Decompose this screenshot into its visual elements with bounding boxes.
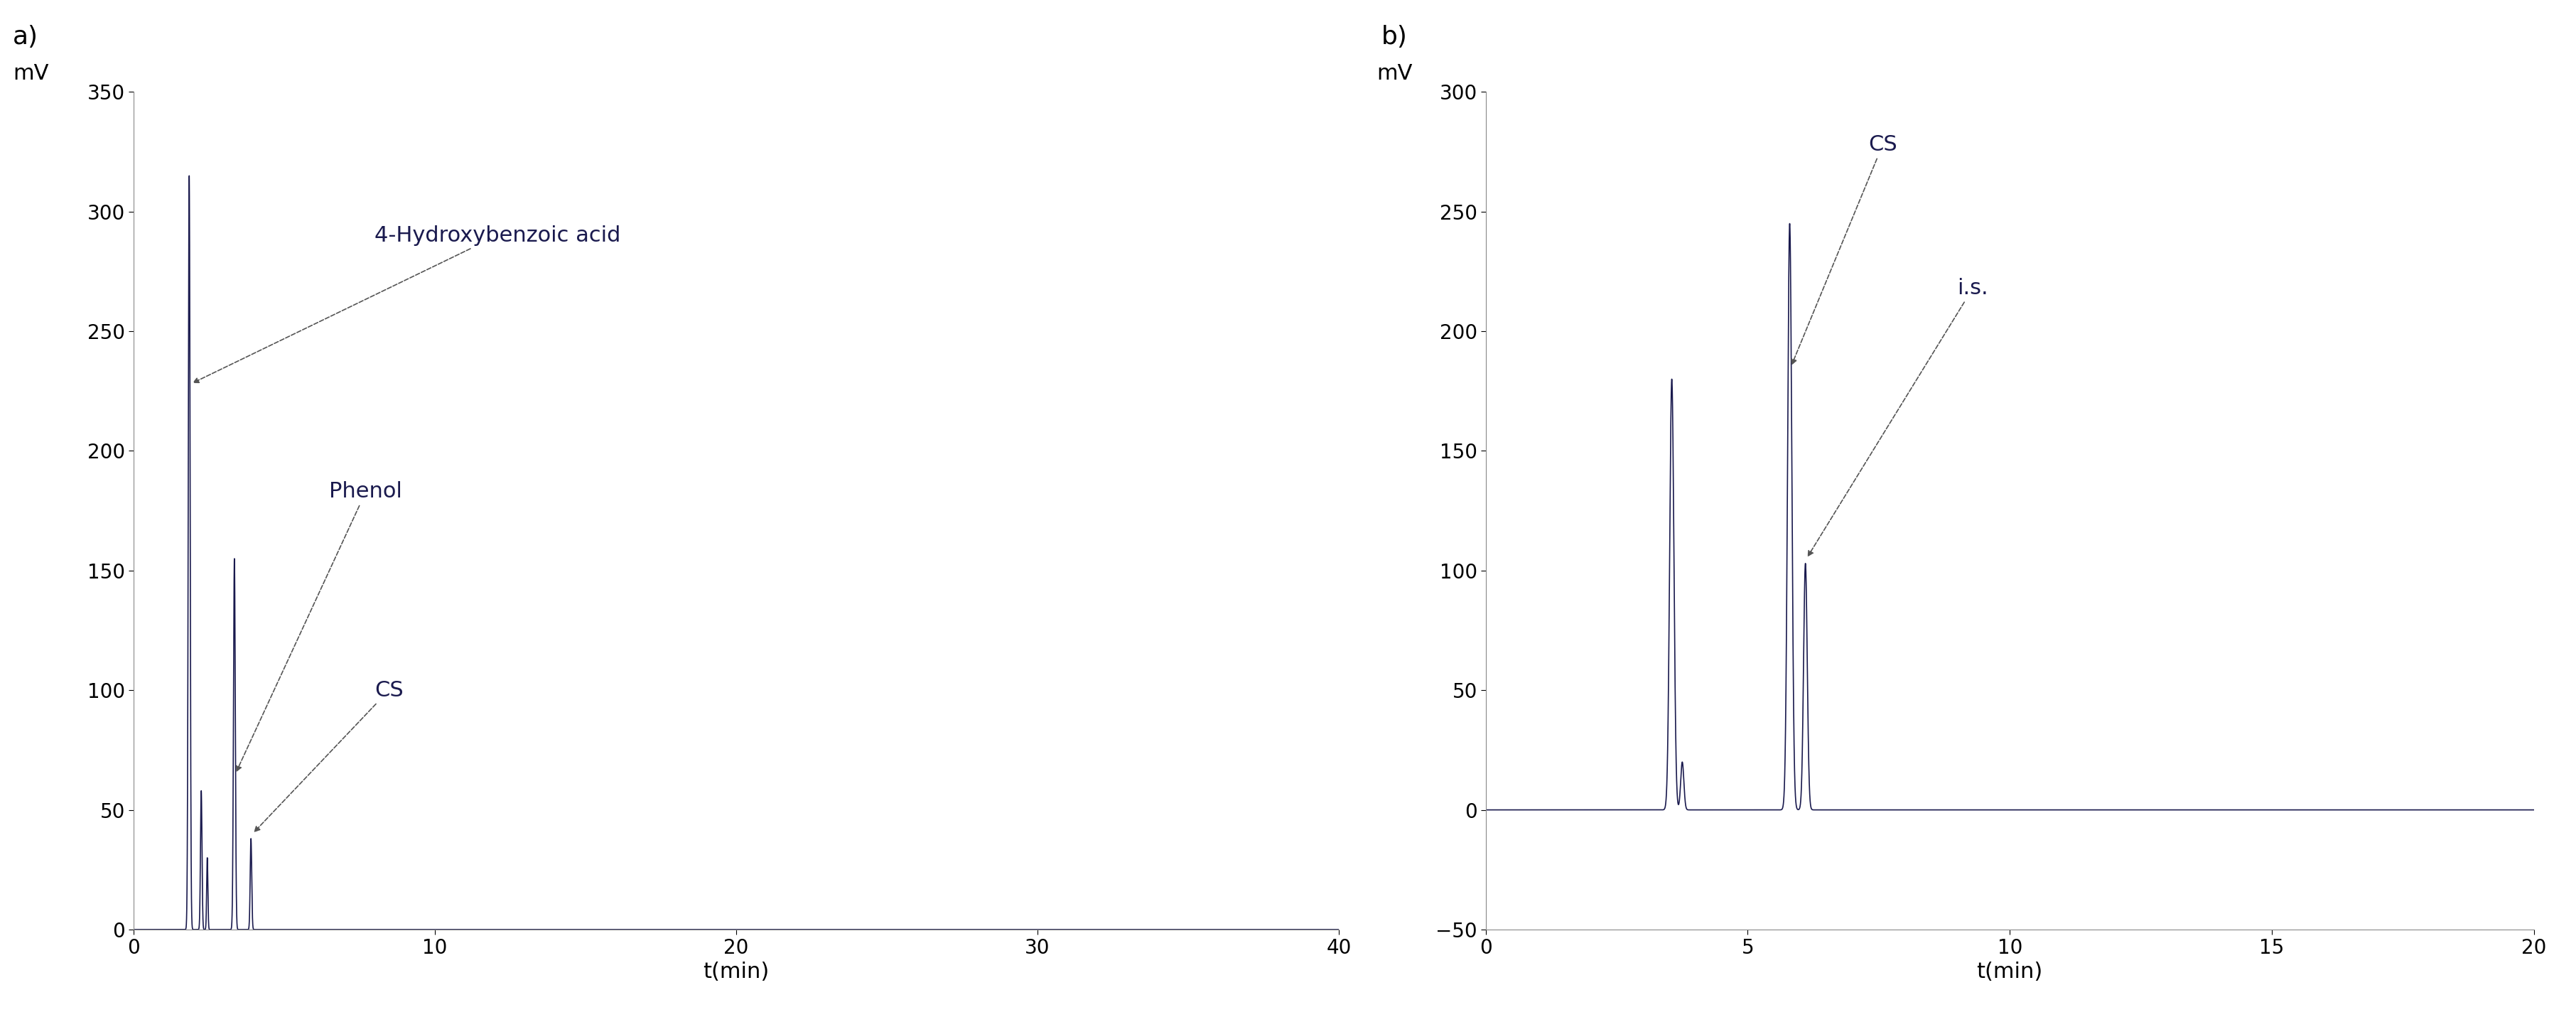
Text: Phenol: Phenol [237, 482, 402, 771]
Text: mV: mV [13, 63, 49, 84]
Text: 4-Hydroxybenzoic acid: 4-Hydroxybenzoic acid [193, 226, 621, 383]
Text: i.s.: i.s. [1808, 278, 1989, 556]
X-axis label: t(min): t(min) [1976, 961, 2043, 983]
Text: a): a) [13, 25, 39, 50]
Text: b): b) [1381, 25, 1406, 50]
Text: mV: mV [1376, 63, 1412, 84]
Text: CS: CS [255, 680, 404, 832]
X-axis label: t(min): t(min) [703, 961, 770, 983]
Text: CS: CS [1793, 135, 1899, 364]
